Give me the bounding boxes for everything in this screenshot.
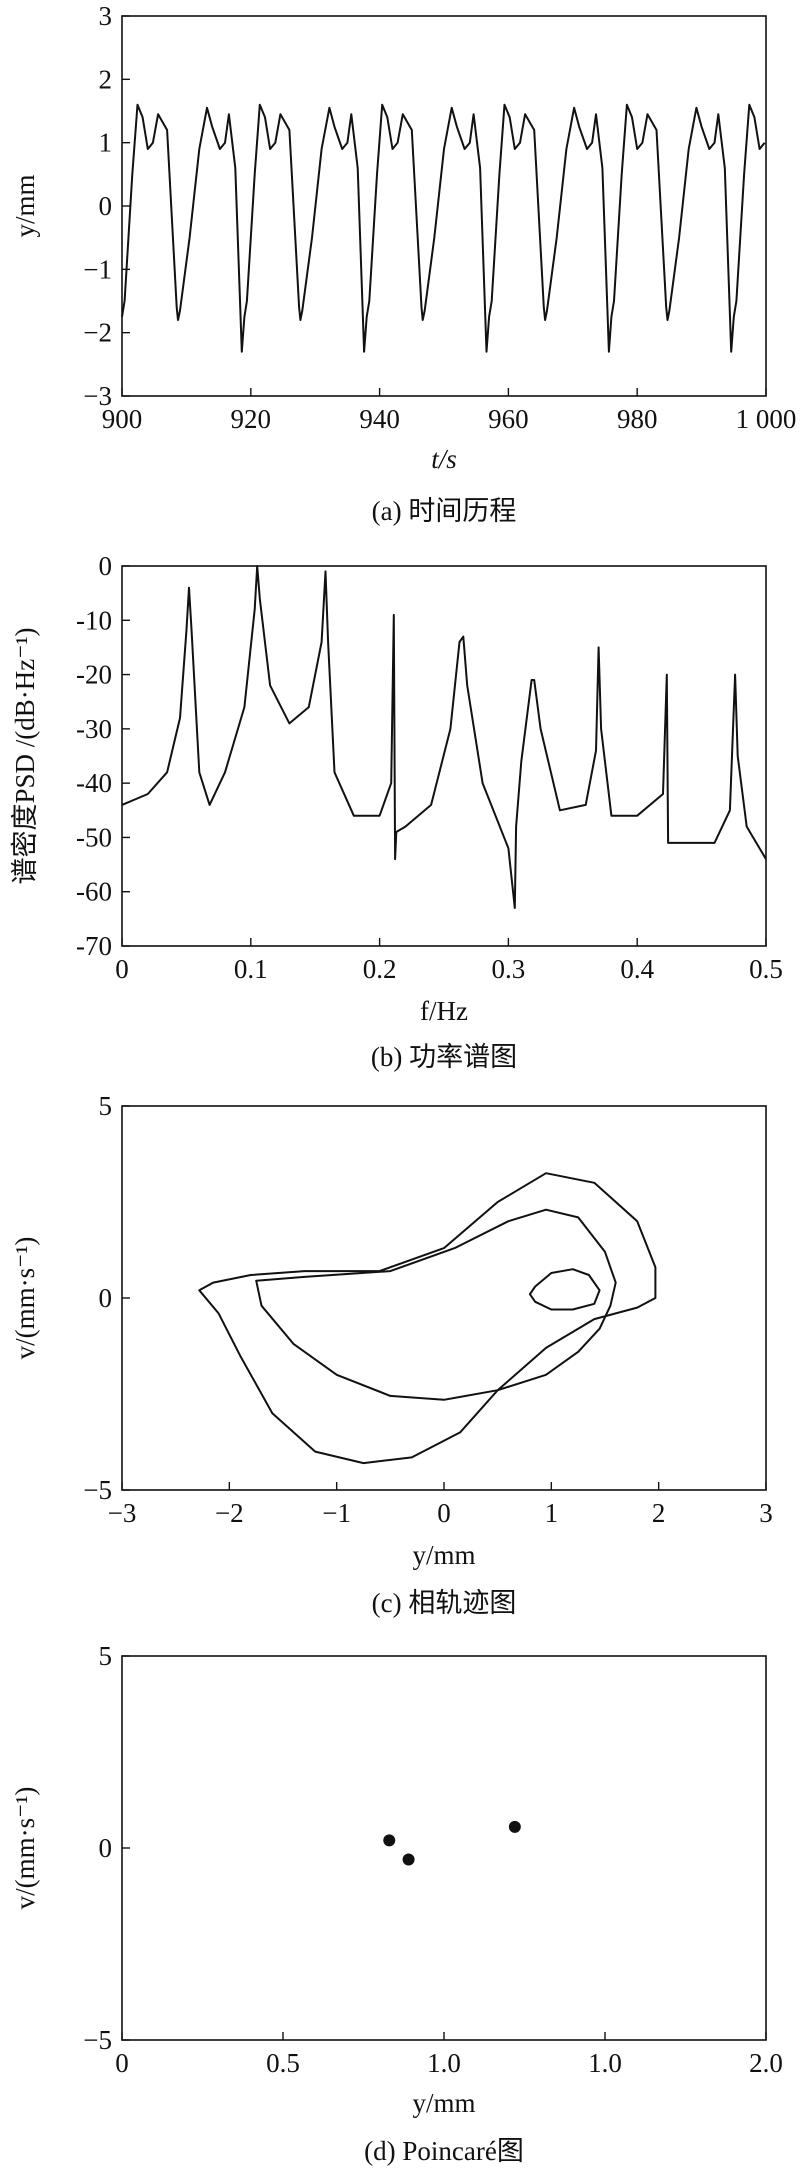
poincare-points bbox=[383, 1820, 521, 1866]
y-tick-label: −1 bbox=[83, 254, 112, 284]
poincare-point bbox=[383, 1834, 396, 1847]
phase-trajectory-curves bbox=[198, 1172, 657, 1465]
x-tick-label: 1.0 bbox=[588, 2048, 622, 2078]
y-axis-label-a: y/mm bbox=[10, 174, 40, 237]
y-tick-label: −2 bbox=[83, 318, 112, 348]
y-tick-label: 0 bbox=[99, 551, 113, 581]
psd-curve bbox=[121, 565, 767, 909]
x-axis-label-a: t/s bbox=[431, 444, 457, 474]
ticks-c: −3 −2 −1 0 1 2 3 5 0 −5 bbox=[83, 1091, 772, 1528]
x-tick-label: 920 bbox=[231, 404, 272, 434]
x-tick-label: 1 000 bbox=[736, 404, 797, 434]
x-tick-label: 1 bbox=[545, 1498, 559, 1528]
y-tick-label: 2 bbox=[99, 64, 113, 94]
y-axis-label-b: 谱密度PSD /(dB·Hz⁻¹) bbox=[10, 627, 40, 884]
y-tick-label: -20 bbox=[76, 660, 112, 690]
y-tick-label: 3 bbox=[99, 1, 113, 31]
x-axis-label-b: f/Hz bbox=[420, 996, 468, 1026]
x-tick-label: −3 bbox=[108, 1498, 137, 1528]
plot-frame-d bbox=[121, 1655, 767, 2041]
plot-frame-b bbox=[121, 565, 767, 947]
x-tick-label: 3 bbox=[759, 1498, 773, 1528]
panel-power-spectrum: 0 0.1 0.2 0.3 0.4 0.5 0 -10 -20 -30 -40 -50 -60 -70 f… bbox=[10, 551, 783, 1072]
time-history-curve bbox=[121, 103, 766, 353]
x-tick-label: 960 bbox=[488, 404, 529, 434]
y-tick-label: -30 bbox=[76, 714, 112, 744]
ticks-b: 0 0.1 0.2 0.3 0.4 0.5 0 -10 -20 -30 -40 -50 -60 -70 bbox=[76, 551, 783, 984]
x-axis-label-c: y/mm bbox=[412, 1540, 475, 1570]
x-tick-label: 0.4 bbox=[620, 954, 654, 984]
poincare-point bbox=[508, 1820, 521, 1833]
poincare-point bbox=[402, 1853, 415, 1866]
y-tick-label: 5 bbox=[99, 1091, 113, 1121]
panel-poincare: 0 0.5 1.0 1.0 2.050−5 y/mm v/(mm·s⁻¹) (d) Po… bbox=[10, 1641, 783, 2166]
y-tick-label: -60 bbox=[76, 877, 112, 907]
y-tick-label: -50 bbox=[76, 822, 112, 852]
y-axis-label-d: v/(mm·s⁻¹) bbox=[10, 1787, 40, 1910]
panel-phase-trajectory: −3 −2 −1 0 1 2 3 5 0 −5 y/mm v/(mm·s⁻¹) (c) 相轨迹图 bbox=[10, 1091, 773, 1618]
caption-b: (b) 功率谱图 bbox=[371, 1042, 517, 1072]
plot-frame-c bbox=[121, 1105, 767, 1491]
y-tick-label: -70 bbox=[76, 931, 112, 961]
x-tick-label: 0.2 bbox=[363, 954, 397, 984]
x-tick-label: 2.0 bbox=[749, 2048, 783, 2078]
x-tick-label: −2 bbox=[215, 1498, 244, 1528]
caption-c: (c) 相轨迹图 bbox=[372, 1588, 517, 1618]
x-tick-label: 2 bbox=[652, 1498, 666, 1528]
x-tick-label: −1 bbox=[322, 1498, 351, 1528]
x-tick-label: 0 bbox=[437, 1498, 451, 1528]
x-tick-label: 0.1 bbox=[234, 954, 268, 984]
y-tick-label: −5 bbox=[83, 2025, 112, 2055]
x-tick-label: 0 bbox=[115, 2048, 129, 2078]
ticks-a: 900 920 940 960 980 1 000 3 2 1 0 −1 −2 −3 bbox=[83, 1, 796, 434]
x-axis-label-d: y/mm bbox=[412, 2088, 475, 2118]
y-tick-label: -40 bbox=[76, 768, 112, 798]
y-tick-label: 0 bbox=[99, 1833, 113, 1863]
y-tick-label: 0 bbox=[99, 191, 113, 221]
x-tick-label: 980 bbox=[617, 404, 658, 434]
caption-d: (d) Poincaré图 bbox=[364, 2136, 524, 2166]
y-tick-label: -10 bbox=[76, 605, 112, 635]
y-tick-label: −3 bbox=[83, 381, 112, 411]
ticks-d: 0 0.5 1.0 1.0 2.050−5 bbox=[83, 1641, 783, 2078]
x-tick-label: 0.5 bbox=[749, 954, 783, 984]
phase-loop-2 bbox=[255, 1208, 617, 1401]
y-axis-label-c: v/(mm·s⁻¹) bbox=[10, 1237, 40, 1360]
y-tick-label: 0 bbox=[99, 1283, 113, 1313]
y-tick-label: 5 bbox=[99, 1641, 113, 1671]
x-tick-label: 900 bbox=[102, 404, 143, 434]
y-tick-label: −5 bbox=[83, 1475, 112, 1505]
x-tick-label: 0.3 bbox=[492, 954, 526, 984]
plot-frame-a bbox=[121, 15, 767, 397]
y-tick-label: 1 bbox=[99, 128, 113, 158]
x-tick-label: 1.0 bbox=[427, 2048, 461, 2078]
x-tick-label: 0.5 bbox=[266, 2048, 300, 2078]
caption-a: (a) 时间历程 bbox=[372, 496, 517, 526]
x-tick-label: 940 bbox=[359, 404, 400, 434]
x-tick-label: 0 bbox=[115, 954, 129, 984]
phase-loop-3 bbox=[528, 1268, 601, 1311]
phase-loop-1 bbox=[198, 1172, 657, 1465]
